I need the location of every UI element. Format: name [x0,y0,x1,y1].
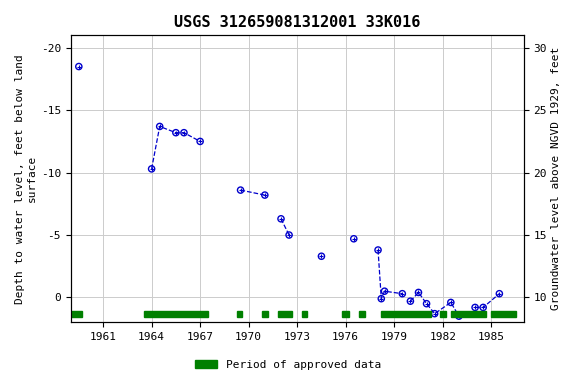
Point [446,300,456,306]
Bar [381,311,431,317]
Point [406,298,415,304]
Point [495,291,504,297]
Bar [302,311,307,317]
Bar [491,311,516,317]
Point [373,247,382,253]
Point [446,300,456,306]
Bar [278,311,293,317]
Title: USGS 312659081312001 33K016: USGS 312659081312001 33K016 [174,15,420,30]
Bar [143,311,208,317]
Point [260,192,270,198]
Point [430,311,439,317]
Point [147,166,156,172]
Point [179,130,188,136]
Point [349,236,358,242]
Point [349,236,358,242]
Y-axis label: Depth to water level, feet below land
surface: Depth to water level, feet below land su… [15,54,37,304]
Point [285,232,294,238]
Point [155,123,164,129]
Bar [343,311,349,317]
Bar [359,311,365,317]
Point [422,301,431,307]
Point [471,305,480,311]
Bar [237,311,242,317]
Point [414,290,423,296]
Point [373,247,382,253]
Point [397,291,407,297]
Point [479,305,488,311]
Bar [262,311,268,317]
Point [260,192,270,198]
Point [454,313,464,319]
Bar [71,311,82,317]
Legend: Period of approved data: Period of approved data [191,356,385,375]
Point [171,130,180,136]
Point [285,232,294,238]
Point [380,288,389,294]
Point [147,166,156,172]
Point [236,187,245,193]
Point [406,298,415,304]
Point [430,311,439,317]
Point [471,305,480,311]
Point [414,290,423,296]
Point [155,123,164,129]
Bar [439,311,446,317]
Point [317,253,326,259]
Point [422,301,431,307]
Point [377,296,386,302]
Point [74,63,84,70]
Point [380,288,389,294]
Point [74,63,84,70]
Y-axis label: Groundwater level above NGVD 1929, feet: Groundwater level above NGVD 1929, feet [551,47,561,311]
Point [377,296,386,302]
Point [454,313,464,319]
Point [236,187,245,193]
Point [195,138,204,144]
Point [495,291,504,297]
Point [317,253,326,259]
Point [171,130,180,136]
Point [195,138,204,144]
Bar [451,311,486,317]
Point [179,130,188,136]
Point [397,291,407,297]
Point [276,216,286,222]
Point [479,305,488,311]
Point [276,216,286,222]
